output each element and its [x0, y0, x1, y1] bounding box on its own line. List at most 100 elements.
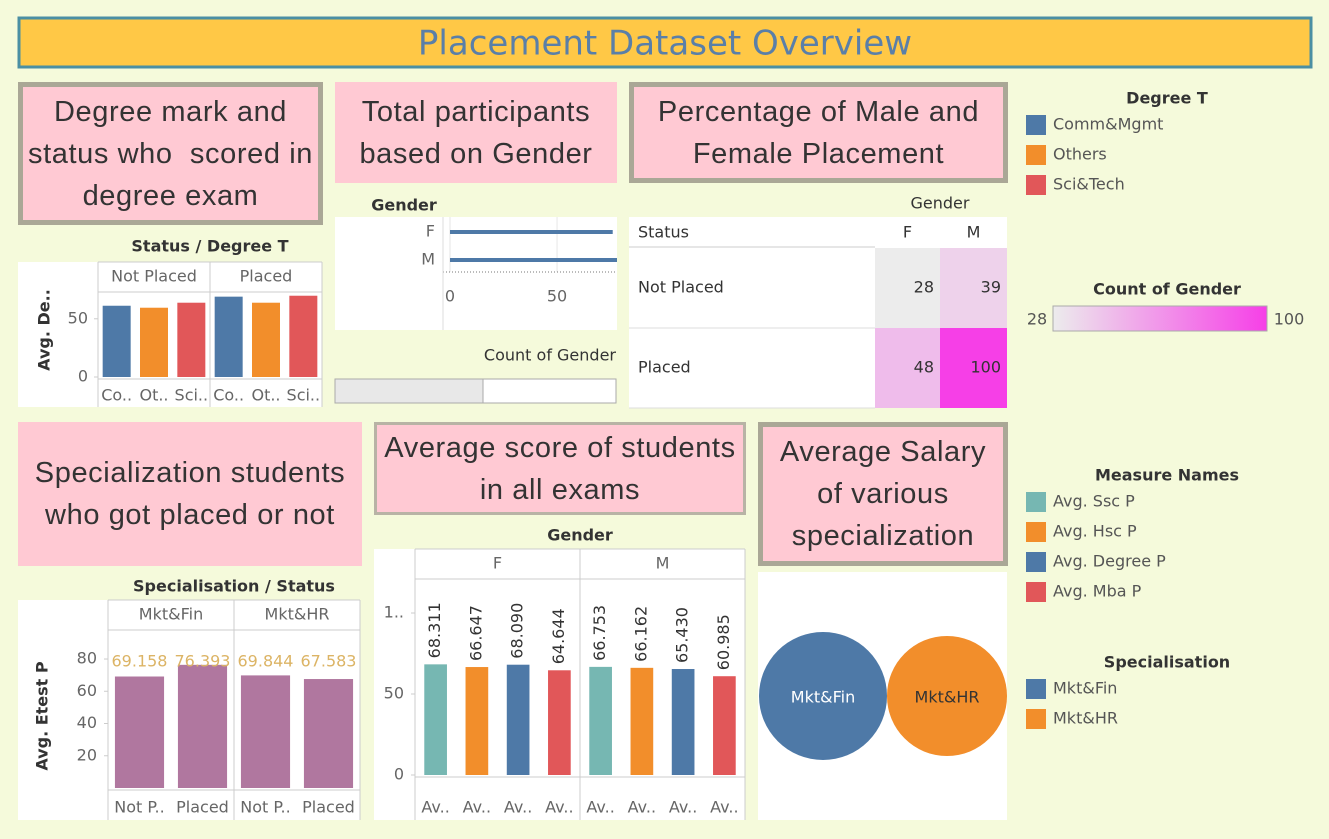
x-tick-label: Co..: [101, 386, 132, 405]
y-tick-label: 0: [78, 367, 88, 386]
y-tick-label: 1..: [384, 603, 404, 622]
dashboard-title: Placement Dataset Overview: [418, 24, 912, 64]
y-tick-label: 60: [77, 681, 97, 700]
panel-title: Average score of students in all exams: [374, 422, 746, 515]
bar: [177, 302, 206, 377]
x-tick-label: Ot..: [251, 386, 280, 405]
bars: [450, 230, 617, 262]
legend-swatch: [1026, 709, 1046, 729]
bar: [450, 258, 617, 262]
legend-swatch: [1026, 145, 1046, 165]
x-tick-label: Ot..: [139, 386, 168, 405]
facet-header: Mkt&Fin: [139, 605, 203, 624]
legend-label: Avg. Mba P: [1053, 582, 1142, 601]
panel-title: Degree mark and status who scored in deg…: [18, 82, 323, 225]
bar: [450, 230, 613, 234]
value-label: 66.162: [631, 606, 650, 662]
y-tick-label: 20: [77, 745, 97, 764]
panel-title: Total participants based on Gender: [335, 82, 617, 183]
facet-header: F: [493, 554, 502, 573]
x-tick-label: 0: [445, 287, 455, 306]
value-label: 69.158: [112, 652, 168, 671]
facet-header: Not Placed: [111, 267, 197, 286]
bar: [289, 295, 318, 377]
y-axis-label: Avg. De..: [35, 289, 54, 371]
legend-label: Comm&Mgmt: [1053, 115, 1163, 134]
x-tick-label: Placed: [302, 798, 355, 817]
column-label: M: [967, 223, 981, 242]
bar: [140, 307, 168, 377]
y-tick-label: M: [421, 250, 435, 269]
bubble: [759, 632, 887, 760]
title-bar: [17, 16, 1313, 69]
panel-title: Percentage of Male and Female Placement: [629, 82, 1008, 183]
scrollbar-thumb: [334, 378, 484, 404]
x-tick-label: Av..: [669, 798, 697, 817]
row-label: Placed: [638, 358, 691, 377]
value-label: 67.583: [301, 652, 357, 671]
cell-label: 28: [914, 278, 934, 297]
x-tick-label: 50: [547, 287, 567, 306]
heat-cell: [940, 328, 1007, 408]
legend-label: Avg. Hsc P: [1053, 522, 1137, 541]
x-tick-label: Av..: [586, 798, 614, 817]
value-label: 66.647: [466, 605, 485, 661]
legend-swatch: [1026, 552, 1046, 572]
legend-swatch: [1026, 175, 1046, 195]
cell-label: 48: [914, 358, 934, 377]
row-label: Not Placed: [638, 278, 724, 297]
value-label: 65.430: [673, 607, 692, 663]
heat-cell: [875, 248, 940, 328]
x-tick-label: Av..: [463, 798, 491, 817]
plot-background: [335, 217, 617, 330]
panel-title: Average Salary of various specialization: [758, 422, 1008, 566]
legend-label: Others: [1053, 145, 1107, 164]
legend-title: Degree T: [1126, 89, 1208, 108]
legend-title: Count of Gender: [1093, 280, 1241, 299]
x-axis-label: Count of Gender: [484, 346, 616, 365]
cell-label: 39: [981, 278, 1001, 297]
legend-swatch: [1026, 522, 1046, 542]
y-axis-label: Avg. Etest P: [33, 661, 52, 771]
facet-header: Placed: [240, 267, 293, 286]
legend-label: Mkt&Fin: [1053, 679, 1117, 698]
bar: [252, 302, 280, 377]
heat-cell: [940, 248, 1007, 328]
bar: [214, 296, 243, 377]
legend-min: 28: [1027, 310, 1047, 329]
x-tick-label: Sci..: [175, 386, 209, 405]
legend-title: Specialisation: [1104, 653, 1230, 672]
facet-header: Mkt&HR: [265, 605, 330, 624]
bar: [589, 666, 612, 775]
y-tick-label: F: [426, 222, 435, 241]
bar: [671, 669, 695, 775]
x-tick-label: Av..: [710, 798, 738, 817]
legend-label: Sci&Tech: [1053, 175, 1125, 194]
legend-label: Mkt&HR: [1053, 709, 1118, 728]
bar: [713, 676, 736, 775]
y-tick-label: 50: [68, 308, 88, 327]
bar: [240, 675, 291, 788]
legend-swatch: [1026, 115, 1046, 135]
y-tick-label: 0: [394, 765, 404, 784]
x-tick-label: Av..: [628, 798, 656, 817]
legend-swatch: [1026, 679, 1046, 699]
bar: [114, 676, 165, 788]
facet-header: M: [656, 554, 670, 573]
row-header: Status: [638, 223, 689, 242]
bubble-label: Mkt&Fin: [791, 688, 855, 707]
x-tick-label: Not P..: [240, 798, 290, 817]
legend-swatch: [1026, 582, 1046, 602]
bar: [177, 664, 228, 788]
x-tick-label: Co..: [213, 386, 244, 405]
cell-label: 100: [970, 358, 1001, 377]
bubble-label: Mkt&HR: [915, 688, 980, 707]
legend-max: 100: [1274, 310, 1305, 329]
legend-swatch: [1026, 492, 1046, 512]
value-label: 66.753: [590, 605, 609, 661]
heat-cell: [875, 328, 940, 408]
color-scale: [1052, 305, 1268, 332]
bar: [630, 667, 654, 775]
bar: [303, 679, 354, 788]
row-header: Gender: [371, 196, 437, 215]
